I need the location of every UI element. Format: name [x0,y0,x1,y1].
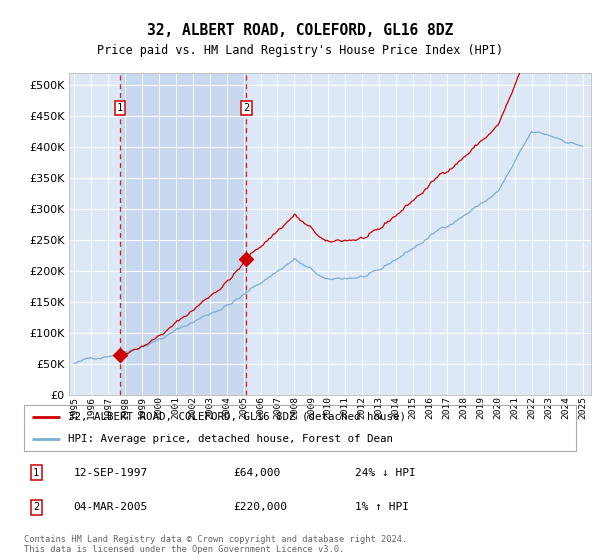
Text: £64,000: £64,000 [234,468,281,478]
Text: 1% ↑ HPI: 1% ↑ HPI [355,502,409,512]
Text: Contains HM Land Registry data © Crown copyright and database right 2024.
This d: Contains HM Land Registry data © Crown c… [24,535,407,554]
Text: Price paid vs. HM Land Registry's House Price Index (HPI): Price paid vs. HM Land Registry's House … [97,44,503,57]
Text: 2: 2 [33,502,39,512]
Text: HPI: Average price, detached house, Forest of Dean: HPI: Average price, detached house, Fore… [68,434,393,444]
Text: 32, ALBERT ROAD, COLEFORD, GL16 8DZ: 32, ALBERT ROAD, COLEFORD, GL16 8DZ [147,24,453,38]
Point [242,254,251,263]
Text: 24% ↓ HPI: 24% ↓ HPI [355,468,416,478]
Text: 12-SEP-1997: 12-SEP-1997 [74,468,148,478]
Text: 32, ALBERT ROAD, COLEFORD, GL16 8DZ (detached house): 32, ALBERT ROAD, COLEFORD, GL16 8DZ (det… [68,412,406,422]
Text: £220,000: £220,000 [234,502,288,512]
Text: 1: 1 [117,103,123,113]
Text: 04-MAR-2005: 04-MAR-2005 [74,502,148,512]
Point [115,351,125,360]
Text: 1: 1 [33,468,39,478]
Text: 2: 2 [243,103,250,113]
